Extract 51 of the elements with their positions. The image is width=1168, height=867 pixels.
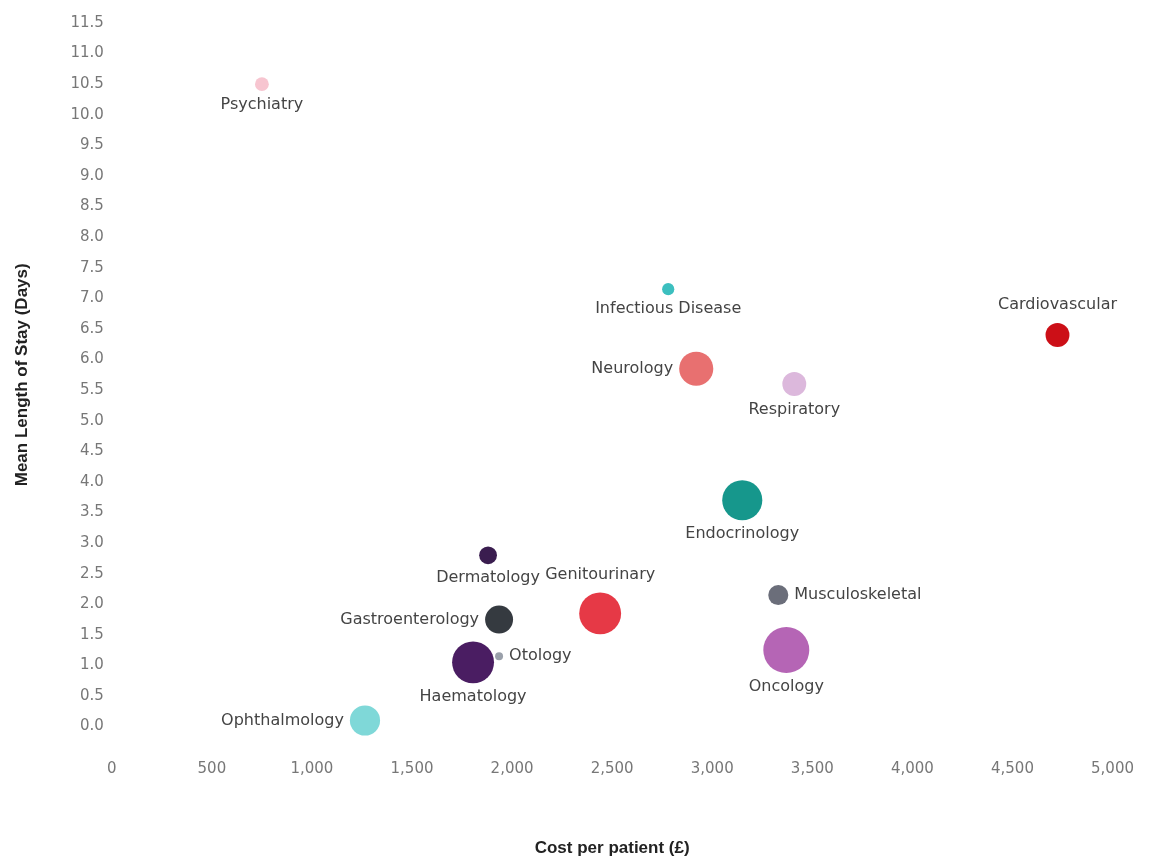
y-tick-label: 2.0 xyxy=(79,594,104,613)
series-label: Respiratory xyxy=(748,399,841,419)
x-tick-label: 4,000 xyxy=(890,759,934,778)
series-label: Psychiatry xyxy=(220,94,304,114)
y-tick-label: 10.5 xyxy=(70,74,104,93)
x-tick-label: 2,500 xyxy=(590,759,634,778)
y-tick-label: 2.5 xyxy=(79,563,104,582)
x-tick-label: 4,500 xyxy=(990,759,1034,778)
series-label: Dermatology xyxy=(436,567,540,587)
series-label: Neurology xyxy=(591,357,674,377)
y-tick-label: 7.0 xyxy=(79,288,104,307)
y-tick-label: 7.5 xyxy=(79,257,104,276)
y-tick-label: 9.5 xyxy=(79,135,104,154)
series-label: Infectious Disease xyxy=(595,298,742,318)
y-tick-label: 10.0 xyxy=(70,104,104,123)
y-tick-label: 3.5 xyxy=(79,502,104,521)
x-tick-label: 1,000 xyxy=(290,759,334,778)
y-tick-label: 8.5 xyxy=(79,196,104,215)
x-tick-label: 2,000 xyxy=(490,759,534,778)
y-tick-label: 5.0 xyxy=(79,410,104,429)
series-label: Haematology xyxy=(419,686,527,706)
y-tick-label: 1.5 xyxy=(79,624,104,643)
x-tick-label: 5,000 xyxy=(1091,759,1135,778)
series-label: Oncology xyxy=(748,676,824,696)
y-tick-label: 11.5 xyxy=(70,12,104,31)
series-label: Musculoskeletal xyxy=(794,584,922,604)
y-tick-label: 4.5 xyxy=(79,441,104,460)
y-tick-label: 0.5 xyxy=(79,685,104,704)
y-tick-label: 4.0 xyxy=(79,471,104,490)
y-tick-label: 11.0 xyxy=(70,43,104,62)
y-tick-label: 0.0 xyxy=(79,716,104,735)
y-tick-label: 6.0 xyxy=(79,349,104,368)
x-axis-title: Cost per patient (£) xyxy=(534,838,690,858)
y-axis-title: Mean Length of Stay (Days) xyxy=(11,263,31,487)
x-tick-label: 0 xyxy=(107,759,117,778)
y-tick-label: 1.0 xyxy=(79,655,104,674)
y-tick-label: 5.5 xyxy=(79,379,104,398)
y-tick-label: 6.5 xyxy=(79,318,104,337)
y-tick-label: 9.0 xyxy=(79,165,104,184)
series-label: Gastroenterology xyxy=(340,608,480,628)
x-tick-label: 3,000 xyxy=(690,759,734,778)
y-tick-label: 8.0 xyxy=(79,227,104,246)
series-label: Cardiovascular xyxy=(997,294,1118,314)
series-label: Ophthalmology xyxy=(221,709,344,729)
series-label: Otology xyxy=(509,645,572,665)
y-tick-label: 3.0 xyxy=(79,532,104,551)
x-tick-label: 3,500 xyxy=(790,759,834,778)
x-tick-label: 1,500 xyxy=(390,759,434,778)
series-label: Genitourinary xyxy=(545,563,656,583)
x-tick-label: 500 xyxy=(197,759,227,778)
series-label: Endocrinology xyxy=(685,523,800,543)
